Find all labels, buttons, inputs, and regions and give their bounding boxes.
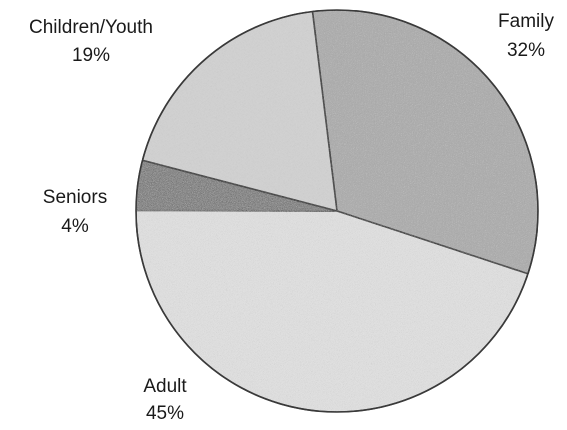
slice-label-children-youth: Children/Youth 19% bbox=[29, 17, 153, 66]
slice-label-seniors-percent: 4% bbox=[61, 216, 89, 237]
slice-label-seniors-name: Seniors bbox=[43, 187, 107, 208]
slice-label-children-youth-percent: 19% bbox=[72, 45, 110, 66]
pie-slices bbox=[135, 9, 539, 413]
slice-label-family: Family 32% bbox=[498, 11, 554, 61]
slice-label-children-youth-name: Children/Youth bbox=[29, 17, 153, 38]
slice-label-seniors: Seniors 4% bbox=[43, 187, 107, 237]
pie-outline bbox=[135, 9, 539, 413]
slice-label-adult-name: Adult bbox=[143, 376, 187, 397]
slice-label-adult: Adult 45% bbox=[143, 376, 187, 424]
slice-label-family-percent: 32% bbox=[507, 40, 545, 61]
slice-label-adult-percent: 45% bbox=[146, 403, 184, 424]
slice-label-family-name: Family bbox=[498, 11, 554, 32]
